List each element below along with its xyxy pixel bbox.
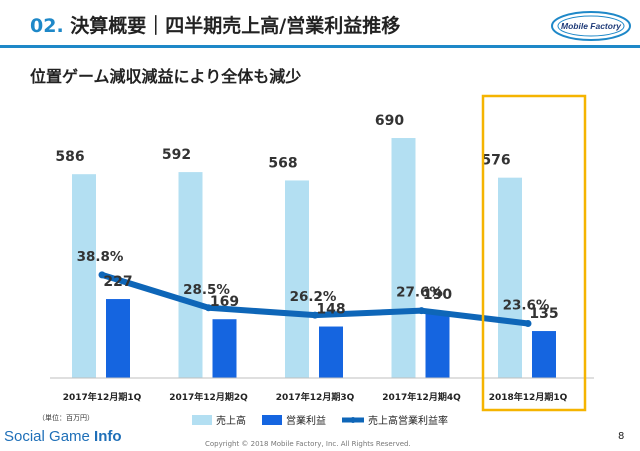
ratio-label-5: 23.6% xyxy=(503,297,550,313)
sales-bar-1 xyxy=(72,174,96,378)
sales-label-5: 576 xyxy=(481,153,510,169)
op-profit-bar-3 xyxy=(319,326,343,378)
sales-label-3: 568 xyxy=(268,155,297,171)
op-profit-label-1: 227 xyxy=(103,274,132,290)
op-profit-label-3: 148 xyxy=(316,302,345,318)
page-title: 02. 決算概要｜四半期売上高/営業利益推移 xyxy=(30,11,400,38)
brand-bold: Info xyxy=(94,428,122,445)
sales-bar-3 xyxy=(285,180,309,378)
x-tick-label-4: 2017年12月期4Q xyxy=(382,391,461,403)
section-number: 02. xyxy=(30,15,64,37)
legend-swatch-1 xyxy=(192,415,212,425)
title-text: 決算概要｜四半期売上高/営業利益推移 xyxy=(70,15,401,37)
logo-text: Mobile Factory xyxy=(561,21,622,31)
social-game-info-logo: Social Game Info xyxy=(4,428,122,445)
brand-prefix: Social Game xyxy=(4,428,95,445)
ratio-point-4 xyxy=(418,307,425,315)
page-number: 8 xyxy=(618,431,625,442)
mobile-factory-logo: Mobile Factory xyxy=(550,8,632,44)
sales-label-4: 690 xyxy=(375,113,404,129)
header-rule xyxy=(0,45,640,48)
x-tick-label-1: 2017年12月期1Q xyxy=(63,391,142,403)
op-profit-bar-5 xyxy=(532,331,556,378)
legend-label-1: 売上高 xyxy=(216,414,246,427)
ratio-label-2: 28.5% xyxy=(183,282,230,298)
op-profit-bar-4 xyxy=(425,311,450,378)
ratio-point-3 xyxy=(311,311,319,319)
ratio-label-3: 26.2% xyxy=(290,289,337,305)
subtitle: 位置ゲーム減収減益により全体も減少 xyxy=(30,67,302,86)
header: 02. 決算概要｜四半期売上高/営業利益推移 Mobile Factory xyxy=(0,0,640,50)
x-tick-label-2: 2017年12月期2Q xyxy=(169,391,248,403)
sales-bar-5 xyxy=(498,177,522,378)
legend-label-2: 営業利益 xyxy=(286,414,326,427)
sales-bar-2 xyxy=(178,172,203,378)
ratio-point-2 xyxy=(205,304,212,312)
op-profit-label-2: 169 xyxy=(210,294,239,310)
highlight-box xyxy=(481,94,587,412)
ratio-label-4: 27.6% xyxy=(396,285,443,301)
unit-note: （単位：百万円） xyxy=(38,414,94,422)
sales-label-1: 586 xyxy=(55,149,84,165)
op-profit-label-5: 135 xyxy=(529,306,558,322)
op-profit-bar-1 xyxy=(106,299,130,378)
copyright: Copyright © 2018 Mobile Factory, Inc. Al… xyxy=(205,440,411,448)
sales-label-2: 592 xyxy=(162,147,191,163)
op-profit-bar-2 xyxy=(212,319,237,378)
ratio-point-5 xyxy=(524,319,532,327)
ratio-label-1: 38.8% xyxy=(77,249,124,265)
ratio-point-1 xyxy=(98,271,106,279)
x-tick-label-3: 2017年12月期3Q xyxy=(276,391,355,403)
legend-label-3: 売上高営業利益率 xyxy=(368,414,448,427)
legend-swatch-2 xyxy=(262,415,282,425)
x-tick-label-5: 2018年12月期1Q xyxy=(489,391,568,403)
op-profit-label-4: 190 xyxy=(423,287,452,303)
sales-bar-4 xyxy=(391,138,416,378)
